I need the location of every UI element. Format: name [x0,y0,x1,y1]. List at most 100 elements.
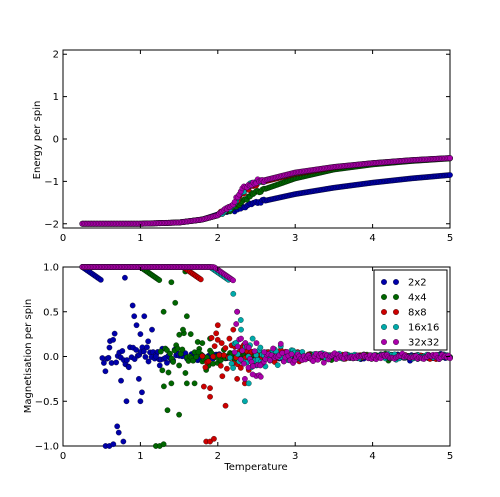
magnetisation-point-32x32 [270,345,276,352]
legend-marker [381,309,387,315]
magnetisation-point-2x2 [141,313,148,320]
x-tick-label: 0 [60,233,66,244]
magnetisation-point-4x4 [174,345,181,352]
magnetisation-point-4x4 [176,411,182,418]
y-tick-label: 0 [53,135,59,146]
magnetisation-point-2x2 [102,368,109,375]
magnetisation-point-4x4 [161,383,167,390]
y-tick-label: 0.0 [43,352,59,363]
magnetisation-point-2x2 [144,344,150,351]
magnetisation-point-8x8 [224,365,230,372]
y-tick-label: 0.5 [43,307,59,318]
magnetisation-point-4x4 [170,359,176,365]
y-tick-label: 1 [53,92,59,103]
magnetisation-point-8x8 [222,345,229,351]
x-tick-label: 1 [137,233,143,244]
magnetisation-point-8x8 [213,330,220,337]
magnetisation-point-16x16 [238,326,244,333]
magnetisation-point-8x8 [234,376,240,382]
magnetisation-point-32x32 [288,351,295,357]
legend-marker [393,339,399,345]
magnetisation-point-2x2 [156,362,163,369]
legend: 2x2 4x4 8x8 16x16 32x32 [373,269,448,351]
magnetisation-point-32x32 [233,321,240,327]
magnetisation-point-2x2 [97,276,104,283]
magnetisation-point-4x4 [167,350,173,357]
magnetisation-point-32x32 [230,277,236,284]
legend-marker [381,294,387,300]
magnetisation-point-4x4 [159,367,166,374]
x-tick-label: 1 [137,451,143,462]
legend-marker [393,309,399,315]
y-tick-label: −2 [44,219,59,230]
magnetisation-point-8x8 [197,276,204,283]
magnetisation-point-8x8 [222,402,229,409]
magnetisation-point-4x4 [160,308,167,315]
legend-label: 8x8 [408,308,427,319]
top-data-points [79,155,453,227]
magnetisation-point-2x2 [105,354,112,361]
magnetisation-point-32x32 [277,340,284,347]
magnetisation-point-4x4 [187,331,194,337]
magnetisation-point-2x2 [110,441,117,448]
magnetisation-point-32x32 [242,376,248,382]
magnetisation-point-32x32 [234,308,240,315]
magnetisation-point-8x8 [202,364,209,371]
magnetisation-point-2x2 [120,438,127,445]
magnetisation-point-2x2 [136,376,142,382]
x-tick-label: 3 [292,233,298,244]
magnetisation-point-2x2 [125,364,132,371]
y-tick-label: 1.0 [43,263,59,274]
magnetisation-point-16x16 [242,398,248,405]
magnetisation-point-8x8 [214,322,221,329]
magnetisation-point-4x4 [182,370,189,376]
magnetisation-point-16x16 [274,362,281,368]
magnetisation-point-8x8 [201,383,207,390]
magnetisation-point-2x2 [115,429,122,436]
energy-point-32x32 [447,155,453,161]
magnetisation-point-32x32 [257,373,264,380]
magnetisation-point-32x32 [257,362,264,369]
magnetisation-point-16x16 [249,335,256,342]
magnetisation-point-4x4 [183,380,190,387]
magnetisation-point-8x8 [208,334,215,341]
legend-marker [381,324,387,330]
magnetisation-point-32x32 [261,349,268,355]
magnetisation-point-8x8 [211,343,218,349]
magnetisation-point-16x16 [230,290,237,297]
bottom-y-axis-label: Magnetisation per spin [23,299,34,413]
y-tick-label: 2 [53,50,59,61]
magnetisation-point-32x32 [321,359,327,366]
magnetisation-point-8x8 [207,385,213,391]
magnetisation-point-2x2 [133,322,140,329]
bottom-x-axis-label: Temperature [223,462,287,473]
magnetisation-point-4x4 [191,380,198,387]
magnetisation-point-2x2 [129,302,136,309]
magnetisation-point-2x2 [113,359,120,366]
x-tick-label: 5 [447,233,453,244]
magnetisation-point-2x2 [149,326,155,333]
top-y-axis-label: Energy per spin [32,101,43,180]
magnetisation-point-2x2 [142,354,149,360]
magnetisation-point-8x8 [199,353,206,359]
magnetisation-point-16x16 [227,354,233,361]
magnetisation-point-2x2 [124,357,130,363]
magnetisation-point-2x2 [145,338,151,345]
y-tick-label: −1 [44,177,59,188]
top-panel: 0 1 2 3 4 5 −2 −1 0 1 2 Energy per spin [32,49,453,244]
magnetisation-point-2x2 [110,336,116,343]
magnetisation-point-4x4 [157,348,164,355]
legend-marker [393,324,399,330]
legend-label: 2x2 [408,278,427,289]
magnetisation-point-2x2 [123,398,130,405]
x-tick-label: 5 [447,451,453,462]
magnetisation-point-16x16 [237,317,244,323]
magnetisation-point-4x4 [179,346,186,353]
magnetisation-point-2x2 [111,330,118,337]
x-tick-label: 2 [215,233,221,244]
magnetisation-point-8x8 [205,358,212,365]
y-tick-label: −1.0 [35,442,59,453]
magnetisation-point-16x16 [230,365,236,371]
magnetisation-point-8x8 [217,362,224,369]
